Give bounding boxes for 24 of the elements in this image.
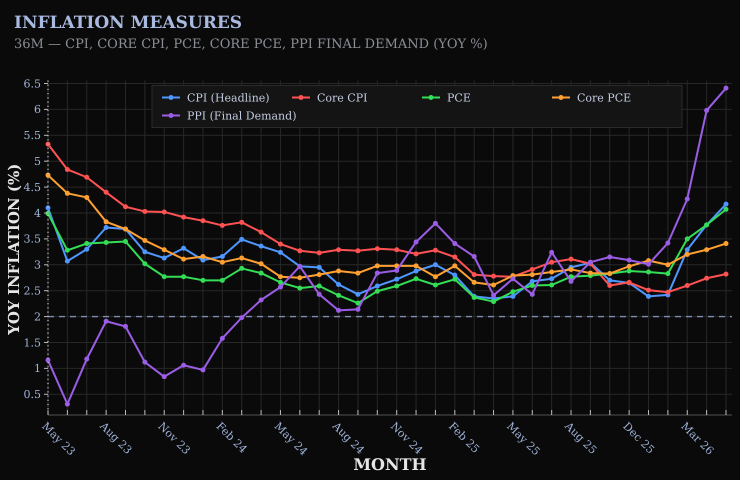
y-tick-label: 1.5 [24, 336, 41, 350]
chart-title: INFLATION MEASURES [14, 13, 242, 33]
y-tick-label: 1 [34, 362, 41, 376]
y-tick-label: 2 [34, 310, 41, 324]
y-tick-label: 5.5 [24, 129, 41, 142]
legend-label: Core CPI [317, 91, 368, 104]
y-tick-label: 5 [34, 155, 41, 168]
chart-subtitle: 36M — CPI, CORE CPI, PCE, CORE PCE, PPI FINAL DEMAND (YOY %) [14, 37, 488, 52]
legend-label: PCE [447, 91, 471, 104]
y-axis-title: YOY INFLATION (%) [5, 164, 23, 336]
y-tick-label: 3.5 [24, 232, 41, 246]
y-tick-label: 4.5 [24, 180, 41, 194]
x-axis-title: MONTH [353, 455, 427, 474]
y-tick-label: 3 [34, 258, 41, 272]
y-tick-label: 6.5 [24, 77, 41, 90]
x-tick-label: Feb 25 [446, 420, 482, 456]
y-tick-label: 6 [34, 103, 41, 116]
y-tick-label: 2.5 [24, 284, 41, 298]
legend-label: CPI (Headline) [187, 91, 270, 104]
y-tick-label: 0.5 [24, 388, 41, 402]
legend-label: PPI (Final Demand) [187, 109, 296, 122]
y-tick-label: 4 [34, 206, 41, 220]
x-tick-label: Feb 24 [214, 420, 250, 456]
legend-label: Core PCE [577, 91, 632, 104]
